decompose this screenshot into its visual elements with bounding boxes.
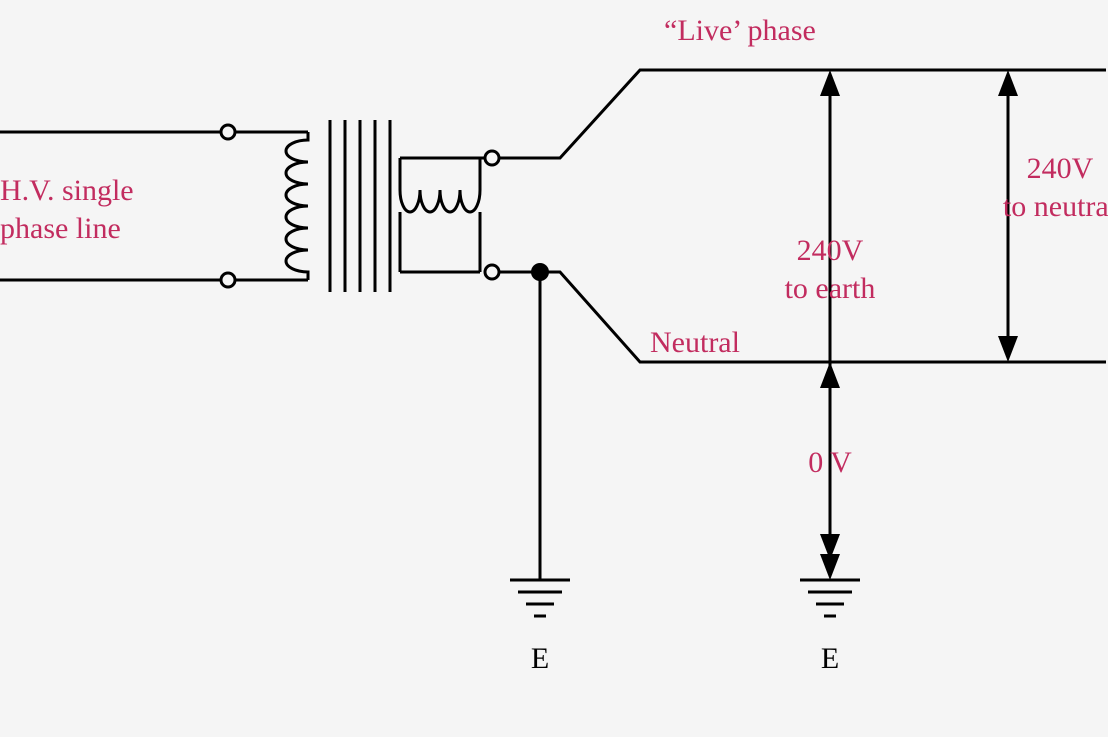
earth1-symbol-icon: [510, 580, 570, 616]
live-phase-label: “Live’ phase: [664, 14, 816, 47]
live-line: [499, 70, 1106, 158]
zerov-label: 0 V: [808, 446, 852, 479]
circuit-diagram: E E H.V. single phase line “Live’ phase …: [0, 0, 1108, 737]
hv-label-line1: H.V. single: [0, 174, 134, 207]
secondary-coil: [400, 158, 480, 212]
primary-top-terminal-icon: [221, 125, 235, 139]
arrow-240v-earth: [820, 70, 840, 560]
earth2-symbol-icon: [800, 580, 860, 616]
v240-earth-line1: 240V: [797, 234, 864, 267]
hv-label-line2: phase line: [0, 212, 121, 245]
v240-earth-line2: to earth: [785, 272, 876, 305]
primary-coil: [286, 132, 308, 280]
earth2-label: E: [821, 642, 839, 675]
v240-neutral-line2: to neutral: [1003, 190, 1108, 223]
earth1-label: E: [531, 642, 549, 675]
primary-bottom-terminal-icon: [221, 273, 235, 287]
secondary-top-terminal-icon: [485, 151, 499, 165]
v240-neutral-line1: 240V: [1027, 152, 1094, 185]
secondary-bottom-terminal-icon: [485, 265, 499, 279]
neutral-label: Neutral: [650, 326, 740, 359]
